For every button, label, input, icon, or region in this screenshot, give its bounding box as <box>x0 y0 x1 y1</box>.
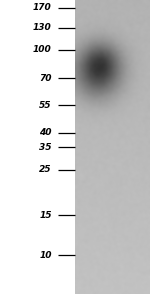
Text: 15: 15 <box>39 211 52 220</box>
Text: 130: 130 <box>33 24 52 33</box>
Text: 10: 10 <box>39 250 52 260</box>
Text: 35: 35 <box>39 143 52 151</box>
Text: 25: 25 <box>39 166 52 175</box>
Text: 170: 170 <box>33 4 52 13</box>
Text: 40: 40 <box>39 128 52 138</box>
Text: 100: 100 <box>33 46 52 54</box>
Text: 70: 70 <box>39 74 52 83</box>
Text: 55: 55 <box>39 101 52 109</box>
